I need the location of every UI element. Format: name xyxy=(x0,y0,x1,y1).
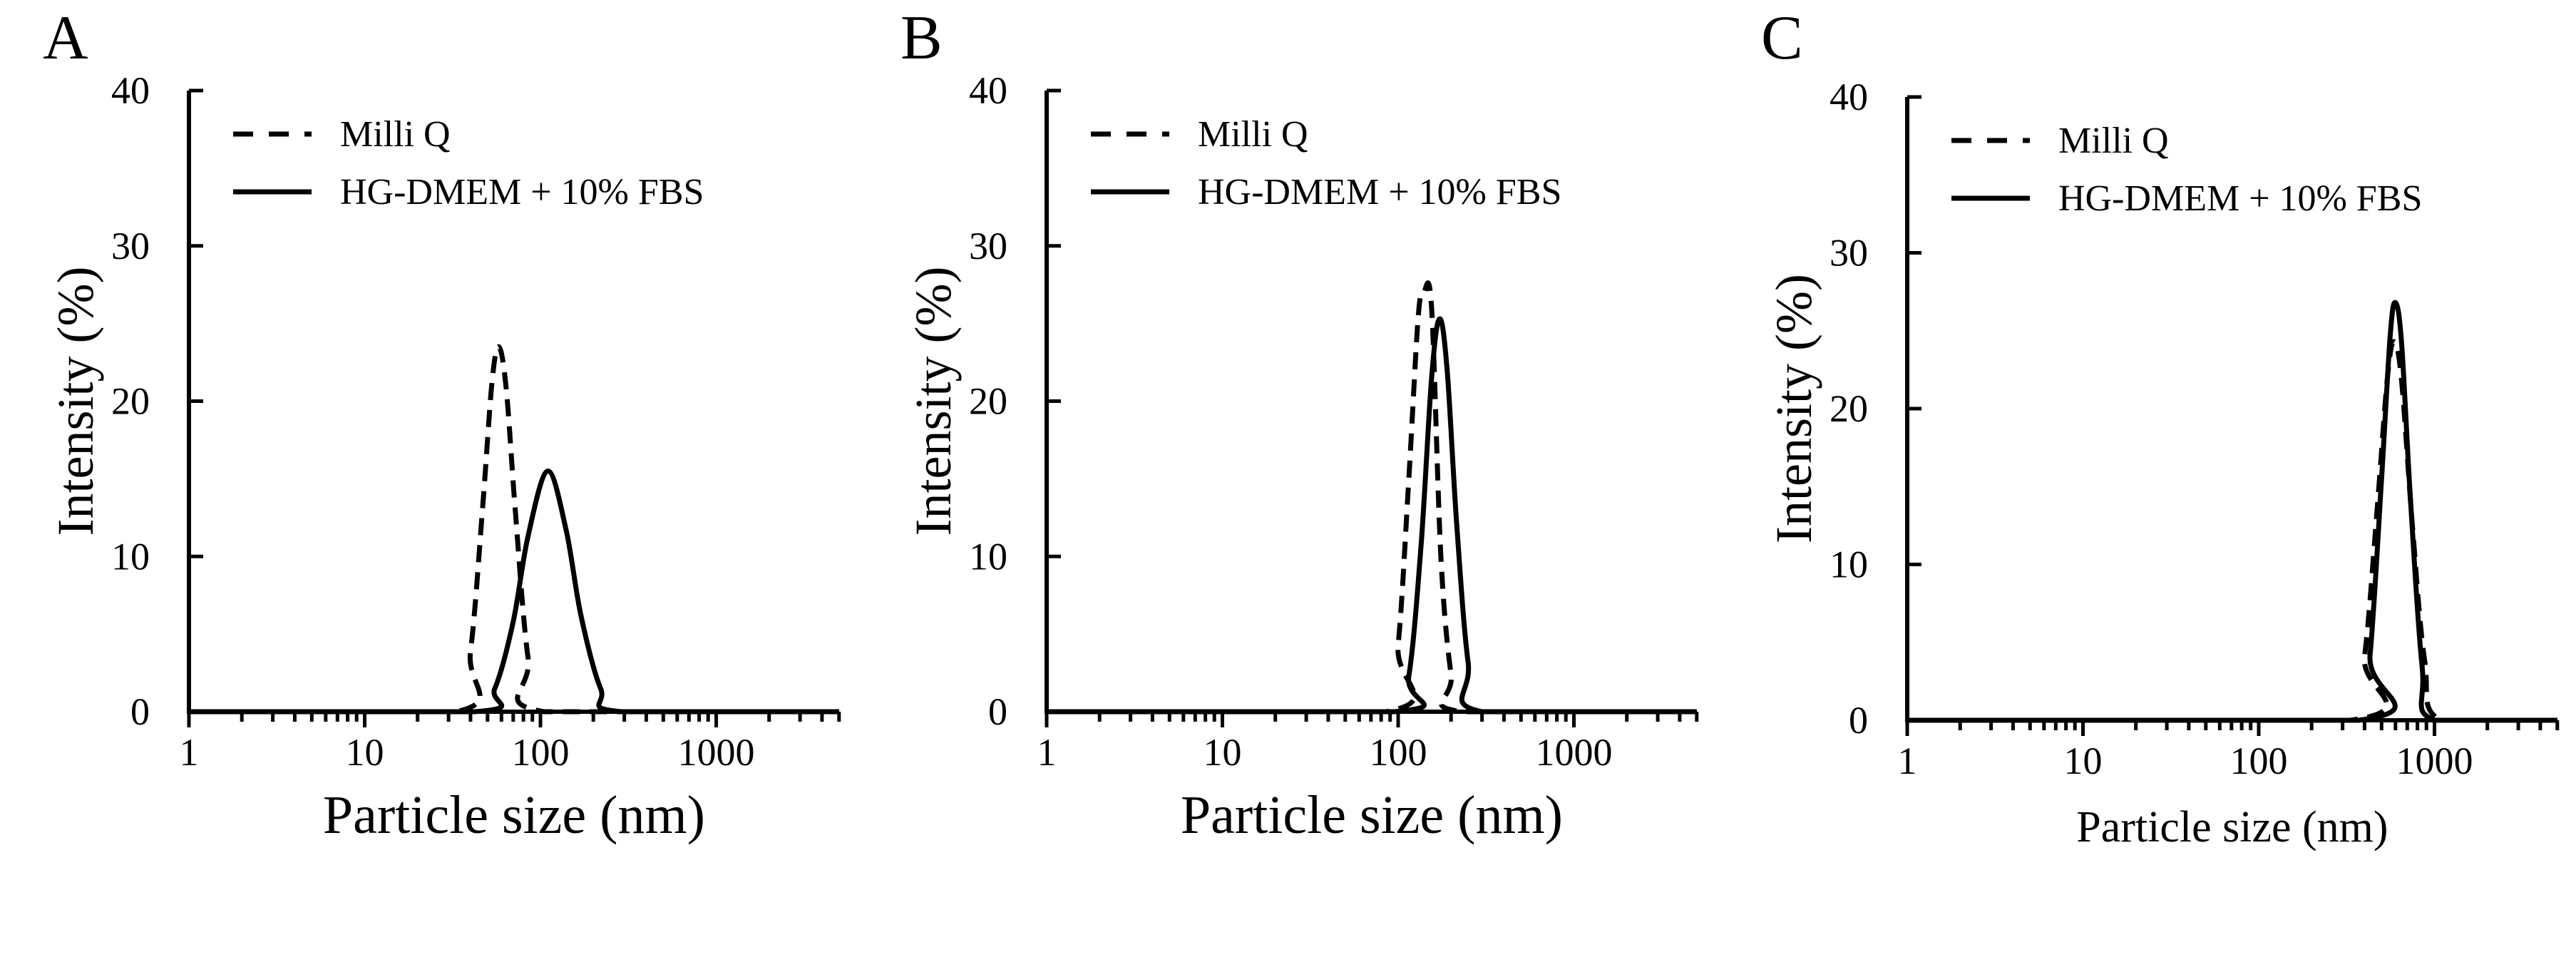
y-tick-label: 20 xyxy=(111,380,150,423)
y-tick-label: 30 xyxy=(111,225,150,267)
y-tick-label: 20 xyxy=(969,380,1007,423)
x-tick-label: 10 xyxy=(1204,731,1242,774)
legend-label: HG-DMEM + 10% FBS xyxy=(1198,172,1561,213)
panel-a: A 0 10 20 30 40 1 10 100 1000 Particle size (nm) In… xyxy=(43,4,841,845)
x-tick-label: 10 xyxy=(346,731,384,774)
y-tick-label: 0 xyxy=(130,690,150,733)
legend-label: HG-DMEM + 10% FBS xyxy=(340,172,704,213)
y-tick-label: 40 xyxy=(111,69,150,112)
y-tick-label: 40 xyxy=(1830,76,1868,118)
legend-label: Milli Q xyxy=(1198,114,1308,155)
series-line-milli-q xyxy=(1047,280,1697,715)
x-tick-label: 1 xyxy=(1898,740,1917,782)
panel-label: A xyxy=(43,4,88,73)
series-line-hg-dmem-fbs xyxy=(1907,300,2557,723)
x-tick-label: 100 xyxy=(512,731,570,774)
legend-label: HG-DMEM + 10% FBS xyxy=(2058,178,2422,219)
series-line-hg-dmem-fbs xyxy=(189,468,839,715)
legend-label: Milli Q xyxy=(340,114,451,155)
x-tick-label: 1000 xyxy=(1536,731,1613,774)
x-tick-label: 1 xyxy=(180,731,199,774)
y-axis-title: Intensity (%) xyxy=(47,267,104,536)
x-tick-label: 1000 xyxy=(2396,740,2473,782)
x-tick-label: 1 xyxy=(1037,731,1057,774)
y-axis-title: Intensity (%) xyxy=(1765,274,1822,543)
x-tick-label: 100 xyxy=(1370,731,1427,774)
y-tick-label: 10 xyxy=(969,535,1007,578)
panel-label: B xyxy=(900,4,943,73)
series-line-milli-q xyxy=(189,344,839,715)
x-axis-title: Particle size (nm) xyxy=(323,785,705,845)
y-tick-label: 0 xyxy=(988,690,1007,733)
panel-b: B 0 10 20 30 40 1 10 100 1000 Particle size (nm) In… xyxy=(900,4,1699,845)
y-tick-label: 10 xyxy=(1830,543,1868,586)
y-tick-label: 0 xyxy=(1849,699,1868,742)
y-tick-label: 40 xyxy=(969,69,1007,112)
series-line-milli-q xyxy=(1907,339,2557,723)
y-tick-label: 10 xyxy=(111,535,150,578)
x-tick-label: 100 xyxy=(2230,740,2288,782)
series-line-hg-dmem-fbs xyxy=(1047,316,1697,715)
y-tick-label: 30 xyxy=(1830,232,1868,275)
panel-label: C xyxy=(1761,4,1803,73)
x-tick-label: 10 xyxy=(2064,740,2103,782)
y-axis-title: Intensity (%) xyxy=(905,267,962,536)
legend-label: Milli Q xyxy=(2058,121,2169,161)
x-axis-title: Particle size (nm) xyxy=(2076,803,2388,851)
x-tick-label: 1000 xyxy=(678,731,755,774)
x-axis-title: Particle size (nm) xyxy=(1181,785,1563,845)
y-tick-label: 20 xyxy=(1830,387,1868,430)
y-tick-label: 30 xyxy=(969,225,1007,267)
